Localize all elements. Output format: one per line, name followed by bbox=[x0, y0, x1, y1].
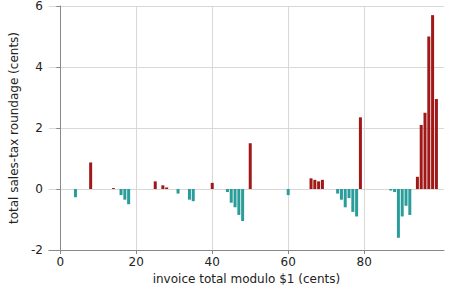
svg-text:2: 2 bbox=[35, 121, 43, 135]
svg-text:40: 40 bbox=[205, 255, 220, 269]
svg-text:4: 4 bbox=[35, 60, 43, 74]
svg-text:total sales-tax roundage (cent: total sales-tax roundage (cents) bbox=[7, 32, 21, 224]
svg-text:0: 0 bbox=[56, 255, 64, 269]
svg-text:80: 80 bbox=[357, 255, 372, 269]
svg-text:0: 0 bbox=[35, 182, 43, 196]
svg-text:60: 60 bbox=[281, 255, 296, 269]
svg-text:6: 6 bbox=[35, 0, 43, 13]
svg-text:20: 20 bbox=[129, 255, 144, 269]
svg-text:-2: -2 bbox=[31, 243, 43, 257]
svg-text:invoice total modulo $1 (cents: invoice total modulo $1 (cents) bbox=[153, 272, 341, 286]
